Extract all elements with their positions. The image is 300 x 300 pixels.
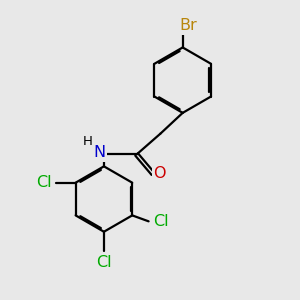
Text: H: H	[82, 136, 92, 148]
Text: Cl: Cl	[96, 255, 112, 270]
Text: Cl: Cl	[37, 175, 52, 190]
Text: N: N	[93, 146, 106, 160]
Text: Br: Br	[179, 18, 197, 33]
Text: O: O	[153, 166, 166, 181]
Text: Cl: Cl	[153, 214, 168, 229]
